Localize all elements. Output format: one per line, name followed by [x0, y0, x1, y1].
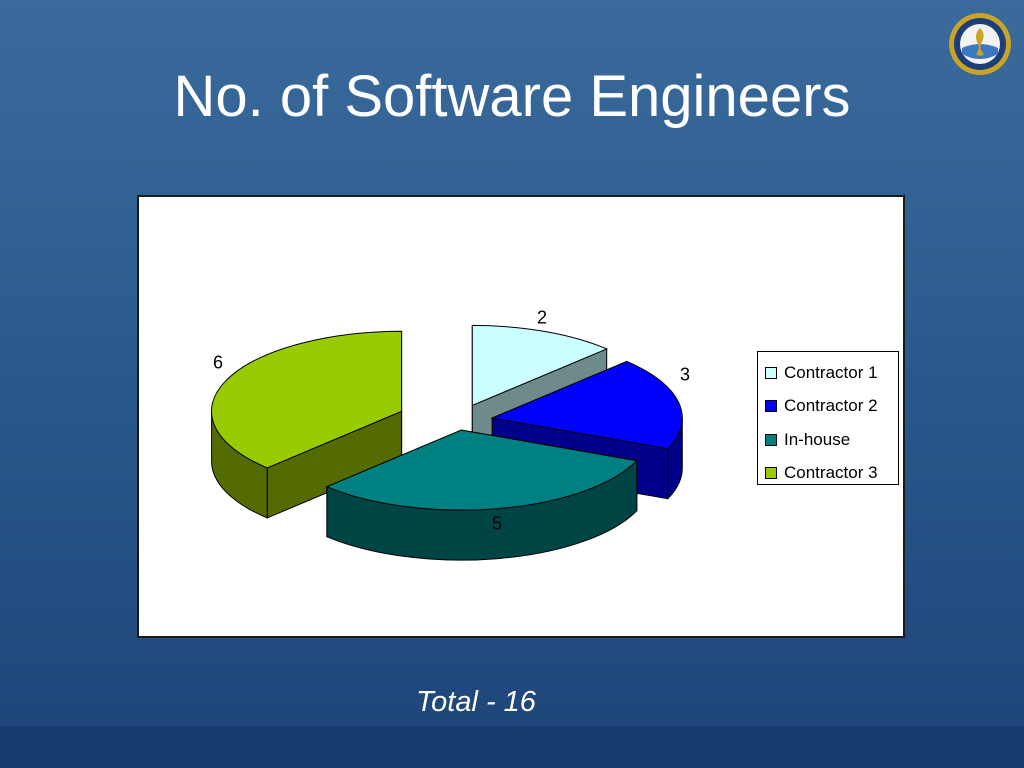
slice-top-in-house: [325, 429, 638, 511]
navy-seal-icon: [949, 13, 1011, 75]
legend-label-contractor-2: Contractor 2: [784, 396, 878, 416]
legend-item-in-house: In-house: [765, 423, 898, 457]
slide-title: No. of Software Engineers: [173, 64, 851, 129]
data-label-contractor-2: 3: [679, 364, 691, 385]
legend-swatch-in-house: [765, 433, 777, 446]
bottom-band: [0, 726, 1024, 768]
legend-label-contractor-1: Contractor 1: [784, 362, 878, 382]
slice-top-contractor-1: [471, 324, 608, 407]
chart-legend: Contractor 1 Contractor 2 In-house Contr…: [757, 351, 899, 485]
legend-label-contractor-3: Contractor 3: [784, 463, 878, 483]
pie-chart: [210, 324, 683, 561]
slice-top-contractor-2: [490, 360, 683, 450]
legend-swatch-contractor-1: [765, 366, 777, 379]
legend-item-contractor-3: Contractor 3: [765, 457, 898, 491]
legend-item-contractor-2: Contractor 2: [765, 390, 898, 424]
legend-label-in-house: In-house: [784, 429, 851, 449]
chart-area: 2 3 5 6 Contractor 1 Contractor 2 In-house …: [137, 195, 905, 638]
legend-swatch-contractor-2: [765, 400, 777, 413]
legend-item-contractor-1: Contractor 1: [765, 356, 898, 390]
data-label-contractor-3: 6: [212, 352, 224, 373]
data-label-contractor-1: 2: [536, 307, 548, 328]
slice-top-contractor-3: [210, 330, 403, 469]
legend-swatch-contractor-3: [765, 467, 777, 480]
total-caption: Total - 16: [416, 686, 536, 718]
data-label-in-house: 5: [491, 513, 503, 534]
